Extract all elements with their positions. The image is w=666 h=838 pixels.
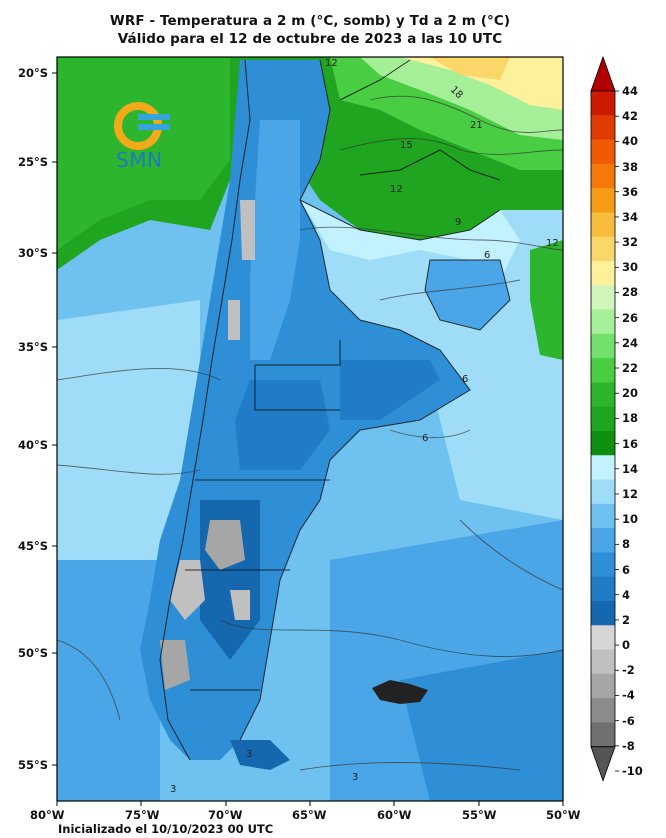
colorbar-tick-label: 4	[622, 587, 631, 602]
lon-label: 55°W	[462, 808, 497, 822]
colorbar-tick-label: 38	[622, 159, 639, 174]
colorbar-tick-label: 26	[622, 310, 639, 325]
lat-label: 55°S	[18, 758, 49, 772]
colorbar-tick-label: 32	[622, 235, 639, 250]
colorbar-tick-label: 12	[622, 486, 639, 501]
colorbar-tick-label: -10	[622, 764, 643, 778]
contour-label: 6	[462, 374, 468, 385]
colorbar-tick-label: 18	[622, 411, 639, 426]
colorbar-tick-label: 2	[622, 612, 631, 627]
colorbar-tick-label: 40	[622, 134, 639, 149]
initialization-label: Inicializado el 10/10/2023 00 UTC	[58, 822, 274, 836]
smn-logo	[114, 102, 170, 150]
smn-logo-text: SMN	[116, 148, 163, 172]
map-title-line1: WRF - Temperatura a 2 m (°C, somb) y Td …	[109, 13, 511, 29]
colorbar-tick-label: 28	[622, 285, 639, 300]
contour-label: 12	[546, 238, 559, 249]
colorbar-tick-label: 36	[622, 184, 639, 199]
colorbar-tick-label: 22	[622, 361, 639, 376]
contour-label: 3	[170, 784, 176, 795]
contour-label: 9	[455, 217, 461, 228]
colorbar-tick-label: 6	[622, 562, 631, 577]
colorbar-tick-label: 30	[622, 260, 639, 275]
lon-label: 65°W	[292, 808, 327, 822]
colorbar-tick-label: 44	[622, 84, 639, 98]
colorbar-tick-label: 0	[622, 638, 631, 653]
colorbar-tick-label: 24	[622, 335, 639, 350]
lon-label: 75°W	[125, 808, 160, 822]
contour-label: 21	[470, 120, 483, 131]
lat-label: 40°S	[18, 438, 49, 452]
colorbar-tick-label: 10	[622, 512, 639, 527]
contour-label: 3	[246, 749, 252, 760]
colorbar-tick-label: 42	[622, 109, 639, 124]
colorbar-tick-label: 8	[622, 537, 631, 552]
lat-label: 25°S	[18, 155, 49, 169]
lat-label: 50°S	[18, 646, 49, 660]
contour-label: 6	[422, 433, 428, 444]
map-title-line2: Válido para el 12 de octubre de 2023 a l…	[117, 31, 503, 47]
colorbar-tick-label: 20	[622, 386, 639, 401]
contour-label: 6	[484, 250, 490, 261]
colorbar-tick-label: -4	[622, 688, 635, 703]
lon-label: 60°W	[377, 808, 412, 822]
colorbar-tick-label: 14	[622, 461, 639, 476]
contour-label: 3	[352, 772, 358, 783]
contour-label: 12	[390, 184, 403, 195]
lat-label: 20°S	[18, 66, 49, 80]
lat-label: 35°S	[18, 340, 49, 354]
dewpoint-contours	[57, 95, 563, 771]
malvinas-islands	[372, 680, 428, 704]
lon-label: 80°W	[30, 808, 65, 822]
colorbar-tick-label: -6	[622, 713, 635, 728]
lon-label: 70°W	[208, 808, 243, 822]
cold-mountain-patch	[205, 520, 245, 570]
contour-label: 15	[400, 140, 413, 151]
lat-label: 30°S	[18, 246, 49, 260]
lon-label: 50°W	[546, 808, 581, 822]
colorbar-tick-label: -2	[622, 663, 635, 678]
political-borders	[159, 59, 511, 761]
colorbar-tick-label: 34	[622, 209, 639, 224]
contour-label: 12	[325, 58, 338, 69]
colorbar-tick-label: -8	[622, 738, 635, 753]
lat-label: 45°S	[18, 539, 49, 553]
colorbar-tick-label: 16	[622, 436, 639, 451]
